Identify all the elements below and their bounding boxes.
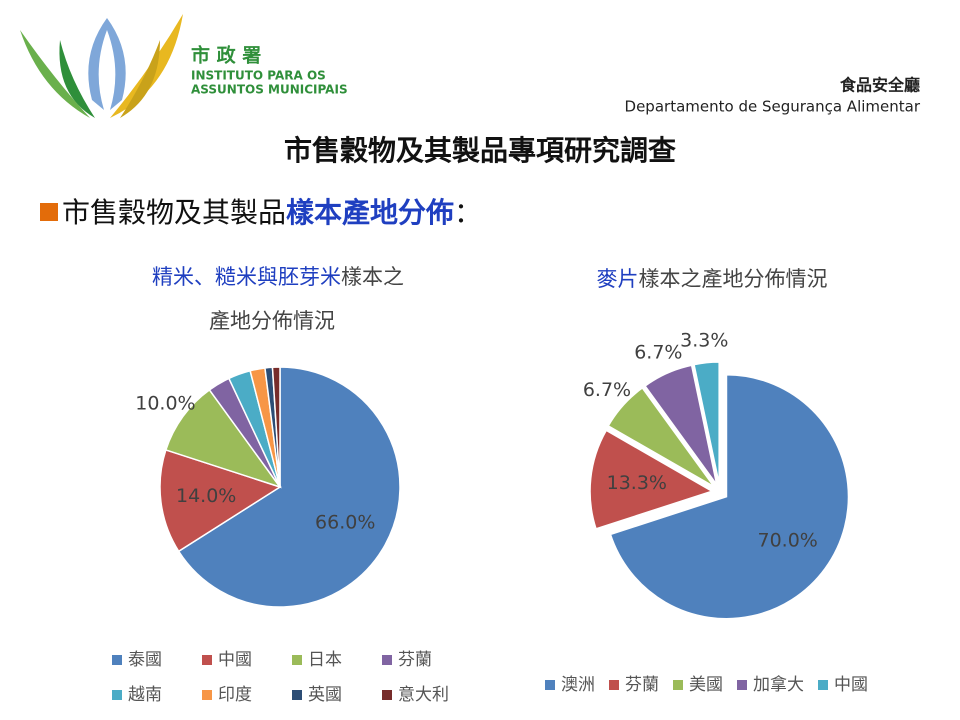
legend-label: 加拿大 bbox=[753, 674, 804, 695]
legend-label: 印度 bbox=[218, 685, 252, 705]
pie-slice bbox=[589, 429, 714, 530]
legend-label: 芬蘭 bbox=[625, 675, 659, 695]
legend-swatch bbox=[609, 680, 619, 690]
chart-title-part: 麥片 bbox=[597, 267, 639, 291]
pie-slice bbox=[643, 364, 718, 486]
legend-label: 美國 bbox=[689, 675, 723, 695]
legend-swatch bbox=[112, 690, 122, 700]
dept-pt: Departamento de Segurança Alimentar bbox=[625, 98, 921, 116]
chart-title-part: 樣本之產地分佈情況 bbox=[639, 267, 828, 291]
data-label: 6.7% bbox=[634, 342, 682, 364]
chart-title: 產地分佈情況 bbox=[209, 309, 335, 333]
pie-slice bbox=[693, 361, 720, 485]
legend-swatch bbox=[202, 690, 212, 700]
legend-swatch bbox=[292, 655, 302, 665]
data-label: 66.0% bbox=[315, 511, 375, 533]
pie-slice bbox=[607, 386, 715, 488]
data-label: 70.0% bbox=[757, 530, 817, 552]
dept-zh: 食品安全廳 bbox=[839, 76, 920, 95]
subheading-part: 樣本產地分佈 bbox=[286, 196, 454, 229]
pie-slice bbox=[271, 366, 281, 488]
pie-slice bbox=[159, 448, 282, 553]
legend-swatch bbox=[292, 690, 302, 700]
legend-swatch bbox=[818, 680, 828, 690]
logo-line: INSTITUTO PARA OS bbox=[191, 69, 326, 83]
chart-title: 麥片樣本之產地分佈情況 bbox=[597, 267, 828, 291]
legend-swatch bbox=[737, 680, 747, 690]
bullet bbox=[40, 203, 58, 221]
legend-swatch bbox=[112, 655, 122, 665]
legend-label: 中國 bbox=[218, 650, 252, 670]
legend-label: 日本 bbox=[308, 650, 342, 670]
chart-title-part: 精米、糙米與胚芽米 bbox=[152, 265, 341, 289]
pie-slice bbox=[609, 373, 850, 620]
subheading: 市售穀物及其製品樣本產地分佈： bbox=[62, 196, 482, 229]
subheading-part: ： bbox=[454, 196, 482, 229]
legend-swatch bbox=[673, 680, 683, 690]
data-label: 10.0% bbox=[135, 392, 195, 414]
legend-label: 泰國 bbox=[128, 650, 162, 670]
pie-slice bbox=[164, 388, 282, 489]
legend-swatch bbox=[382, 655, 392, 665]
data-label: 6.7% bbox=[583, 379, 631, 401]
chart-title-part: 樣本之 bbox=[341, 265, 404, 289]
logo-name: 市 政 署 bbox=[191, 44, 261, 67]
legend-swatch bbox=[382, 690, 392, 700]
legend-label: 意大利 bbox=[398, 685, 449, 705]
legend-label: 越南 bbox=[128, 685, 162, 705]
pie-slice bbox=[177, 366, 401, 608]
subheading-part: 市售穀物及其製品 bbox=[62, 196, 286, 229]
logo-line: ASSUNTOS MUNICIPAIS bbox=[191, 83, 348, 97]
slide-title: 市售穀物及其製品專項研究調查 bbox=[284, 134, 676, 167]
logo: 市 政 署 INSTITUTO PARA OS ASSUNTOS MUNICIP… bbox=[20, 14, 348, 118]
legend-label: 芬蘭 bbox=[398, 650, 432, 670]
legend-label: 英國 bbox=[308, 685, 342, 705]
legend-label: 中國 bbox=[834, 675, 868, 695]
legend-label: 澳洲 bbox=[561, 675, 595, 695]
data-label: 14.0% bbox=[176, 485, 236, 507]
chart-title: 精米、糙米與胚芽米樣本之 bbox=[152, 265, 404, 289]
legend-swatch bbox=[545, 680, 555, 690]
legend-swatch bbox=[202, 655, 212, 665]
data-label: 13.3% bbox=[607, 472, 667, 494]
data-label: 3.3% bbox=[680, 329, 728, 351]
